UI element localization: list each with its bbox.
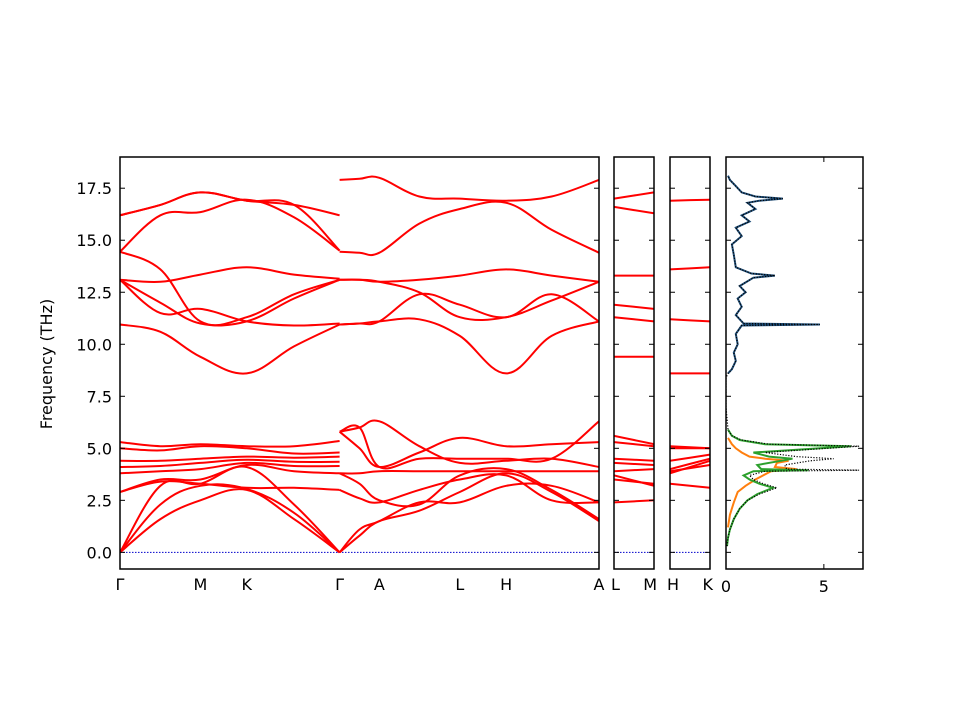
band-26 [338,430,599,469]
band-7 [120,458,340,468]
band-1 [670,482,710,489]
band-lines [614,191,654,553]
band-2 [670,459,710,475]
band-20 [338,482,599,554]
panel-frame [119,156,600,570]
band-10 [670,266,710,271]
x-tick-label-1: H [667,575,679,594]
band-14 [120,266,340,284]
y-tick-label: 0.0 [87,543,112,562]
x-tick-label-2: M [193,575,207,594]
band-11 [670,198,710,202]
band-32 [339,175,599,202]
y-tick-label: 17.5 [76,179,112,198]
band-panels: 0.02.55.07.510.012.515.017.5Γ M K Γ A L H A L M H K [76,156,714,594]
band-4 [614,468,654,473]
x-tick-label-4: Γ [335,575,344,594]
band-3 [670,464,710,473]
x-tick-label-3: K [242,575,253,594]
dos-x-tick-label: 5 [819,577,829,596]
x-tick-label-1: Γ [116,575,125,594]
dos-x-tick-label: 0 [721,577,731,596]
band-1 [120,488,341,554]
y-axis-label: Frequency (THz) [37,299,56,429]
band-13 [120,279,340,327]
band-25 [339,420,599,470]
band-2 [120,483,341,554]
y-tick-label: 10.0 [76,335,112,354]
band-2 [614,478,654,485]
band-28 [339,317,599,375]
band-14 [614,191,654,200]
band-6 [120,461,340,475]
band-23 [339,467,599,520]
dos-curve-1 [727,175,820,375]
band-19 [338,472,599,554]
band-9 [670,318,710,323]
y-tick-label: 12.5 [76,283,112,302]
band-13 [614,205,654,215]
band-5 [670,453,710,462]
band-8 [120,455,340,462]
band-11 [120,323,341,375]
band-10 [614,316,654,323]
band-16 [120,198,341,253]
panel-gamma-m-k-gamma-a-l-h-a: 0.0 2.5 5.0 7.5 10.0 12.5 15.0 17.5 Γ M K Γ A L H A [76,156,605,594]
band-29 [339,278,599,322]
y-tick-label: 2.5 [87,491,112,510]
band-1 [614,499,654,504]
x-tick-label-2: K [703,575,714,594]
band-8 [614,434,654,446]
band-4 [120,480,340,493]
x-tick-label-6: L [455,575,464,594]
panel-frame [613,156,655,570]
band-31 [339,200,599,257]
dos-frame [725,156,864,570]
band-lines [120,175,599,554]
panel-frame [669,156,711,570]
x-tick-label-7: H [500,575,512,594]
x-tick-label-5: A [374,575,385,594]
band-3 [120,465,341,554]
y-tick-label: 5.0 [87,439,112,458]
band-3 [614,474,654,487]
dos-lines [726,175,860,547]
band-18 [120,191,340,217]
band-5 [120,463,340,493]
band-7 [614,441,654,448]
band-4 [670,457,710,471]
band-30 [339,268,599,283]
band-6 [614,457,654,462]
band-11 [614,303,654,310]
band-10 [120,440,340,448]
band-21 [339,473,599,505]
y-tick-label: 15.0 [76,231,112,250]
y-tick-label: 7.5 [87,387,112,406]
band-lines [670,198,710,553]
x-tick-label-8: A [594,575,605,594]
dos-curve-4 [726,175,860,547]
dos-curve-3 [726,429,852,547]
band-12 [120,278,340,327]
band-9 [120,445,340,455]
x-tick-label-1: L [611,575,620,594]
band-15 [120,250,340,327]
dos-curve-2 [727,437,797,528]
band-22 [339,470,599,475]
band-24 [339,419,599,468]
x-tick-label-2: M [643,575,657,594]
band-5 [614,461,654,466]
